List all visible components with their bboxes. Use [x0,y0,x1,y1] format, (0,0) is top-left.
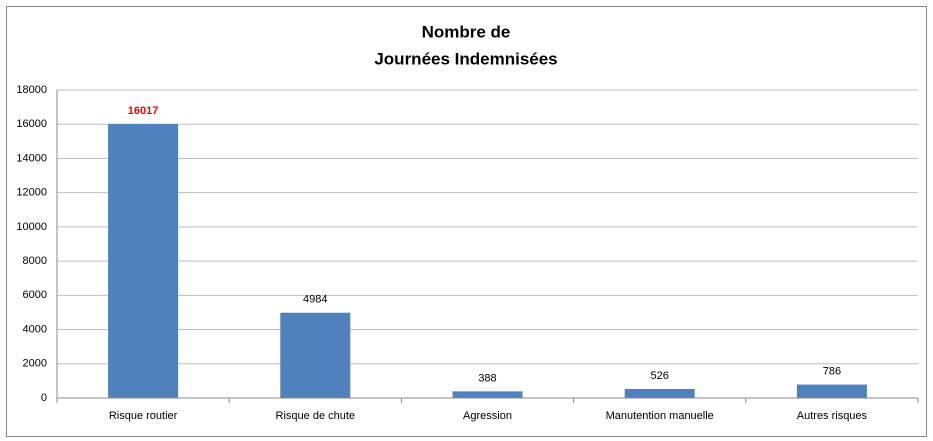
y-tick-label: 18000 [16,84,47,96]
y-tick-label: 6000 [23,289,47,301]
bar [796,384,867,398]
x-tick-label: Risque routier [109,410,178,422]
y-tick-label: 8000 [23,255,47,267]
chart-title: Journées Indemnisées [374,49,557,68]
value-label: 16017 [128,105,159,117]
x-tick-label: Manutention manuelle [606,410,714,422]
x-tick-label: Autres risques [797,410,868,422]
x-tick-label: Agression [463,410,512,422]
y-tick-label: 10000 [16,221,47,233]
y-tick-label: 14000 [16,152,47,164]
value-label: 4984 [303,294,327,306]
y-tick-label: 0 [41,392,47,404]
chart-title: Nombre de [422,22,511,41]
value-label: 388 [478,372,496,384]
x-tick-label: Risque de chute [276,410,356,422]
y-tick-label: 2000 [23,358,47,370]
value-label: 786 [823,365,841,377]
value-label: 526 [651,370,669,382]
y-tick-label: 16000 [16,118,47,130]
bar [108,123,179,398]
bar [624,388,695,398]
y-tick-label: 4000 [23,323,47,335]
bar [452,391,523,398]
y-tick-label: 12000 [16,187,47,199]
bar [280,312,351,398]
